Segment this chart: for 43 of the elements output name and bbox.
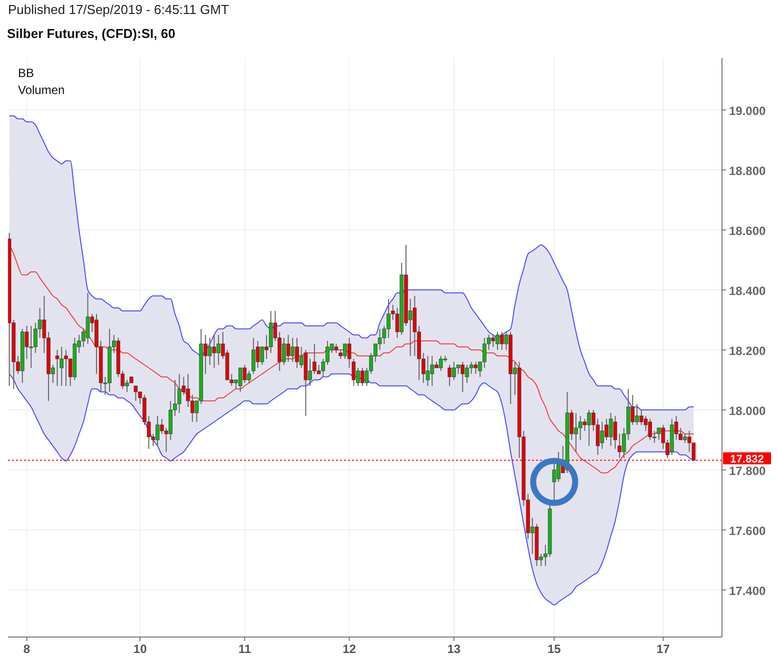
- x-tick-label: 15: [548, 642, 562, 656]
- y-tick-label: 18.800: [729, 164, 766, 178]
- candlestick: [242, 364, 247, 384]
- y-tick-label: 17.800: [729, 464, 766, 478]
- candlestick: [656, 427, 661, 440]
- candlestick: [578, 415, 582, 440]
- candlestick: [134, 385, 138, 402]
- annotation: BB: [18, 66, 34, 80]
- y-tick-label: 19.000: [729, 104, 766, 118]
- candlestick: [177, 373, 182, 414]
- candlestick: [290, 337, 295, 362]
- candlestick: [86, 292, 90, 344]
- x-tick-label: 17: [656, 642, 670, 656]
- candlestick: [613, 415, 618, 450]
- x-tick-label: 12: [342, 642, 356, 656]
- y-tick-label: 18.600: [729, 224, 766, 238]
- candlestick: [208, 337, 212, 366]
- candlestick: [469, 361, 474, 374]
- candlestick: [608, 412, 613, 446]
- candlestick: [286, 334, 290, 362]
- candlestick: [412, 295, 417, 356]
- candlestick: [474, 361, 478, 374]
- x-tick-label: 8: [23, 642, 30, 656]
- ref-line-label: 17.832: [730, 453, 764, 466]
- candlestick: [491, 334, 496, 348]
- candlestick: [268, 310, 273, 354]
- x-tick-label: 10: [133, 642, 148, 656]
- chart-title: Silber Futures, (CFD):SI, 60: [7, 26, 176, 41]
- candlestick: [238, 367, 242, 392]
- y-tick-label: 17.400: [729, 584, 766, 598]
- y-tick-label: 17.600: [729, 524, 766, 538]
- chart-subtitle: Published 17/Sep/2019 - 6:45:11 GMT: [8, 2, 229, 17]
- y-tick-label: 18.200: [729, 344, 766, 358]
- x-tick-label: 13: [447, 642, 461, 656]
- x-tick-label: 11: [238, 642, 252, 656]
- candlestick: [438, 355, 443, 372]
- candlestick: [460, 361, 465, 392]
- candlestick: [426, 355, 430, 386]
- y-tick-label: 18.000: [729, 404, 766, 418]
- annotation: Volumen: [18, 83, 65, 97]
- y-tick-label: 18.400: [729, 284, 766, 298]
- candlestick: [55, 349, 60, 386]
- candlestick: [212, 334, 216, 368]
